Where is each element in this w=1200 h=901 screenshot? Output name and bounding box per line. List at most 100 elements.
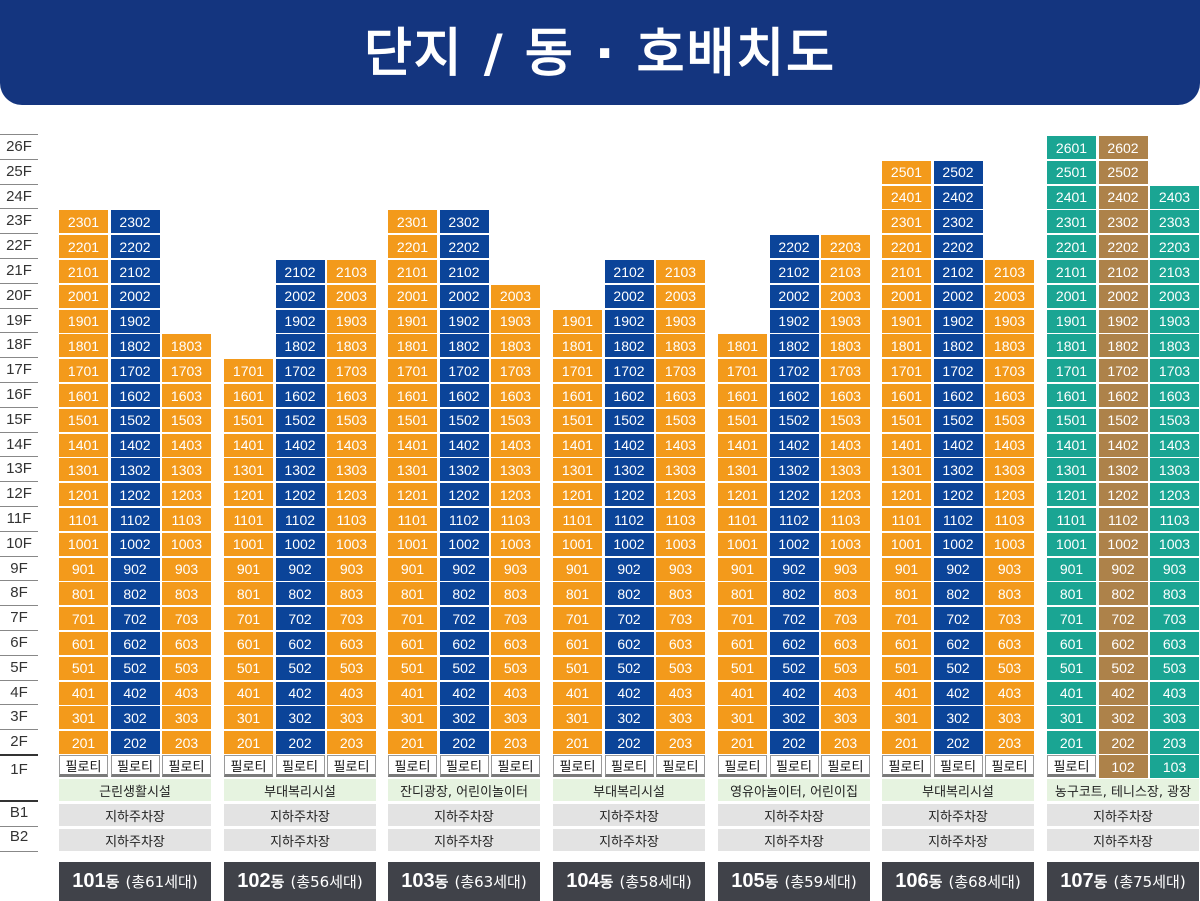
piloti-cell: 필로티 [553,755,602,777]
unit-cell: 1703 [985,359,1034,383]
piloti-cell: 필로티 [985,755,1034,777]
unit-cell: 1802 [933,334,983,358]
unit-cell: 202 [933,731,983,755]
floor-label: B1 [9,804,29,821]
floor-divider [0,332,38,334]
floor-label: B2 [9,828,29,845]
floor-divider [0,307,38,309]
unit-cell: 303 [1150,706,1199,730]
floor-label: 24F [6,187,32,205]
unit-cell: 1703 [162,359,211,383]
unit-cell: 203 [491,731,540,755]
unit-cell: 601 [1047,632,1096,655]
unit-cell: 1001 [388,532,437,556]
unit-cell: 2402 [933,185,983,209]
unit-cell: 301 [1047,706,1096,730]
floor-divider [0,183,38,185]
unit-cell: 1302 [110,458,160,482]
floor-divider [0,456,38,458]
unit-cell: 501 [553,656,602,680]
unit-cell: 403 [327,681,376,705]
unit-cell: 702 [1098,607,1148,631]
unit-cell: 2302 [933,210,983,234]
unit-cell: 502 [439,656,489,680]
unit-cell: 301 [718,706,767,730]
floor-divider [0,654,38,656]
unit-cell: 1502 [1098,408,1148,432]
unit-cell: 902 [933,557,983,581]
unit-cell: 401 [1047,681,1096,705]
building-total-units: (총56세대) [290,873,363,891]
unit-cell: 1002 [933,532,983,556]
unit-cell: 703 [162,607,211,631]
unit-cell: 2002 [439,284,489,308]
unit-cell: 1303 [821,458,870,482]
unit-cell: 502 [933,656,983,680]
unit-cell: 2202 [110,235,160,259]
unit-cell: 802 [604,582,654,606]
unit-cell: 1502 [439,408,489,432]
unit-cell: 902 [604,557,654,581]
unit-cell: 702 [110,607,160,631]
unit-cell: 1503 [985,408,1034,432]
unit-cell: 902 [439,557,489,581]
unit-cell: 2301 [1047,210,1096,234]
piloti-cell: 필로티 [388,755,437,777]
unit-cell: 502 [769,656,819,680]
unit-cell: 1801 [882,334,931,358]
unit-cell: 1401 [59,433,108,457]
unit-cell: 1003 [821,532,870,556]
unit-cell: 602 [933,632,983,655]
unit-cell: 1302 [933,458,983,482]
building-label: 107 동 (총75세대) [1047,862,1199,901]
unit-cell: 1403 [327,433,376,457]
piloti-cell: 필로티 [933,755,983,777]
unit-cell: 503 [821,656,870,680]
floor-label: 14F [6,435,32,453]
unit-cell: 1602 [110,384,160,407]
unit-cell: 1801 [388,334,437,358]
floor-divider [0,580,38,582]
unit-cell: 1903 [985,309,1034,333]
unit-cell: 602 [275,632,325,655]
unit-cell: 2401 [1047,185,1096,209]
unit-cell: 1102 [1098,508,1148,531]
unit-cell: 1403 [1150,433,1199,457]
unit-cell: 1601 [59,384,108,407]
floor-divider [0,851,38,852]
unit-cell: 1701 [718,359,767,383]
unit-cell: 803 [821,582,870,606]
unit-cell: 801 [388,582,437,606]
unit-cell: 201 [59,731,108,755]
unit-cell: 1301 [882,458,931,482]
unit-cell: 2202 [769,235,819,259]
unit-cell: 601 [882,632,931,655]
unit-cell: 1103 [821,508,870,531]
floor-divider [0,555,38,557]
floor-divider [0,357,38,359]
unit-cell: 1603 [821,384,870,407]
unit-cell: 1001 [718,532,767,556]
unit-cell: 1901 [59,309,108,333]
unit-cell: 902 [110,557,160,581]
unit-cell: 2303 [1150,210,1199,234]
floor-divider [0,729,38,731]
unit-cell: 2103 [1150,260,1199,283]
unit-cell: 1501 [1047,408,1096,432]
unit-cell: 503 [985,656,1034,680]
unit-cell: 301 [882,706,931,730]
unit-cell: 2103 [327,260,376,283]
unit-cell: 503 [162,656,211,680]
unit-cell: 202 [439,731,489,755]
unit-cell: 1303 [162,458,211,482]
unit-cell: 1901 [388,309,437,333]
unit-cell: 703 [821,607,870,631]
unit-cell: 1802 [110,334,160,358]
unit-cell: 1303 [327,458,376,482]
floor-divider [0,382,38,383]
building-suffix: 동 [1093,873,1108,891]
unit-cell: 903 [1150,557,1199,581]
unit-cell: 1102 [769,508,819,531]
floor-label: 23F [6,212,32,230]
unit-cell: 1402 [439,433,489,457]
